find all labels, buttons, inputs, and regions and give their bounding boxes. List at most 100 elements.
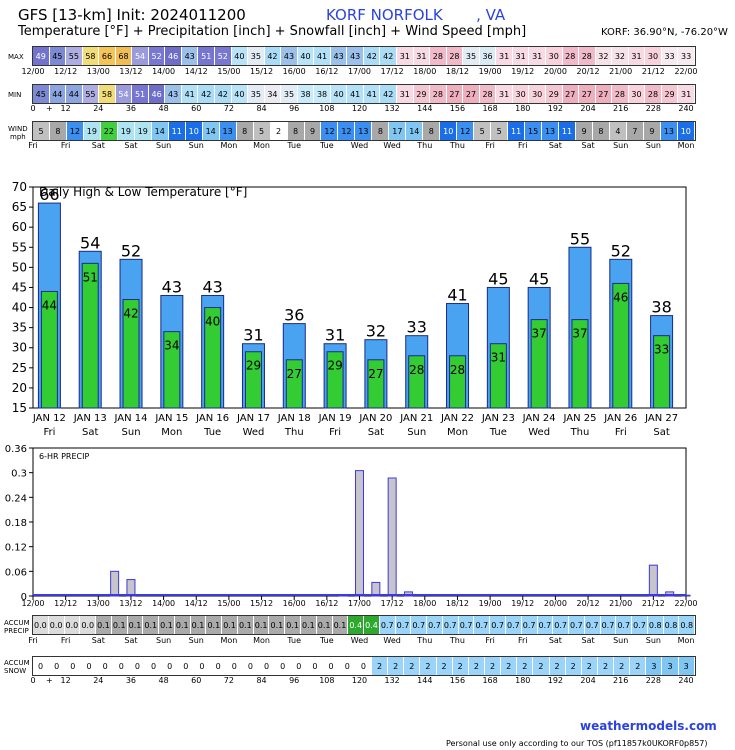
max-temp-cell: 51 <box>198 47 216 65</box>
accum-snow-cell: 2 <box>420 657 437 675</box>
hour-tick-label: 96 <box>289 676 300 685</box>
hour-tick-label: 84 <box>256 104 267 113</box>
date-tick-label: 19/00 <box>479 599 502 608</box>
min-temp-cell: 42 <box>380 85 398 103</box>
accum-snow-cell: 0 <box>178 657 195 675</box>
weekday-label: Fri <box>329 427 341 438</box>
accum-snow-cell: 3 <box>678 657 695 675</box>
accum-precip-cell: 0.1 <box>332 616 349 634</box>
low-temp-bar <box>163 331 181 409</box>
accum-snow-cell: 2 <box>388 657 405 675</box>
accum-snow-cell: 0 <box>65 657 82 675</box>
accum-precip-cell: 0.7 <box>521 616 538 634</box>
day-tick-label: Wed <box>350 636 369 645</box>
wind-speed-cell: 14 <box>202 122 220 140</box>
weekday-label: Mon <box>161 427 182 438</box>
high-temp-label: 52 <box>121 241 141 260</box>
day-tick-label: Thu <box>449 141 465 150</box>
min-label: MIN <box>8 91 22 99</box>
date-tick-label: 22/00 <box>674 599 697 608</box>
date-category-label: JAN 22 <box>440 413 474 424</box>
accum-snow-cell: 0 <box>194 657 211 675</box>
accum-precip-cell: 0.1 <box>127 616 144 634</box>
weekday-label: Sat <box>368 427 384 438</box>
wind-speed-strip: 5 8 12 19 22 19 19 14 11 10 14 13 8 5 2 8 9 12 12 13 8 17 14 8 1… <box>32 121 696 141</box>
weekday-label: Sun <box>407 427 426 438</box>
min-temp-cell: 46 <box>148 85 166 103</box>
brand-watermark[interactable]: weathermodels.com <box>580 719 717 733</box>
min-temp-cell: 27 <box>595 85 613 103</box>
y-tick-label: 0 <box>21 592 27 603</box>
wind-speed-cell: 13 <box>355 122 373 140</box>
hour-tick-label: 120 <box>351 104 368 113</box>
accum-snow-cell: 0 <box>49 657 66 675</box>
accum-snow-cell: 0 <box>323 657 340 675</box>
wind-speed-cell: 15 <box>525 122 543 140</box>
date-tick-label: 15/00 <box>217 67 241 76</box>
date-category-label: JAN 24 <box>522 413 556 424</box>
hour-tick-label: 48 <box>158 104 169 113</box>
weekday-label: Tue <box>203 427 221 438</box>
day-tick-label: Mon <box>220 636 238 645</box>
date-tick-label: 13/00 <box>86 67 110 76</box>
hour-tick-label: 108 <box>319 104 335 113</box>
date-category-label: JAN 18 <box>277 413 311 424</box>
date-tick-label: 13/12 <box>119 599 142 608</box>
date-tick-label: 14/12 <box>184 67 208 76</box>
high-temp-label: 45 <box>529 269 549 288</box>
max-temp-cell: 43 <box>181 47 199 65</box>
date-tick-label: 21/12 <box>641 67 665 76</box>
hour-tick-label: 120 <box>351 676 368 685</box>
hour-tick-label: 240 <box>678 676 694 685</box>
date-tick-label: 12/12 <box>54 599 77 608</box>
accum-snow-cell: 0 <box>307 657 324 675</box>
accum-precip-cell: 0.1 <box>222 616 238 634</box>
max-temp-cell: 42 <box>264 47 282 65</box>
accum-precip-cell: 0.8 <box>679 616 696 634</box>
date-tick-label: 22/00 <box>674 67 698 76</box>
max-temp-cell: 31 <box>628 47 646 65</box>
wind-speed-cell: 14 <box>406 122 424 140</box>
accum-snow-cell: 0 <box>226 657 243 675</box>
hour-tick-label: 216 <box>613 104 629 113</box>
model-init-title: GFS [13-km] Init: 2024011200 <box>18 6 246 24</box>
date-category-label: JAN 13 <box>73 413 107 424</box>
min-temp-cell: 44 <box>49 85 67 103</box>
day-tick-label: Sat <box>124 636 138 645</box>
tos-notice: Personal use only according to our TOS (… <box>446 739 708 748</box>
wind-speed-cell: 19 <box>134 122 152 140</box>
station-location: KORF NORFOLK , VA <box>326 6 506 24</box>
accum-precip-cell: 0.1 <box>174 616 191 634</box>
min-temp-cell: 51 <box>132 85 149 103</box>
date-tick-label: 20/00 <box>543 67 567 76</box>
min-temp-cell: 40 <box>231 85 249 103</box>
day-tick-label: Mon <box>677 636 695 645</box>
accum-precip-cell: 0.7 <box>569 616 585 634</box>
high-temp-label: 31 <box>325 326 345 345</box>
day-tick-label: Sat <box>581 636 595 645</box>
accum-precip-cell: 0.8 <box>663 616 680 634</box>
wind-speed-cell: 11 <box>508 122 526 140</box>
min-temp-cell: 45 <box>33 85 50 103</box>
min-temp-cell: 38 <box>297 85 315 103</box>
wind-speed-cell: 7 <box>626 122 644 140</box>
hour-tick-label: 36 <box>125 104 137 113</box>
high-temp-label: 31 <box>243 326 263 345</box>
hour-tick-label: 144 <box>417 676 433 685</box>
date-tick-label: 12/00 <box>21 599 44 608</box>
accum-precip-cell: 0.7 <box>600 616 617 634</box>
day-tick-label: Thu <box>449 636 465 645</box>
wind-speed-cell: 11 <box>168 122 186 140</box>
wind-speed-cell: 5 <box>33 122 50 140</box>
precip-bar <box>126 579 136 597</box>
precip-bar <box>648 564 658 597</box>
wind-speed-cell: 10 <box>185 122 203 140</box>
wind-speed-cell: 12 <box>321 122 339 140</box>
wind-speed-cell: 17 <box>389 122 407 140</box>
min-temp-cell: 30 <box>628 85 646 103</box>
max-label: MAX <box>8 53 24 61</box>
max-temp-cell: 46 <box>165 47 182 65</box>
accum-snow-cell: 0 <box>33 657 50 675</box>
hour-tick-label: 168 <box>482 104 498 113</box>
accum-precip-cell: 0.1 <box>285 616 302 634</box>
